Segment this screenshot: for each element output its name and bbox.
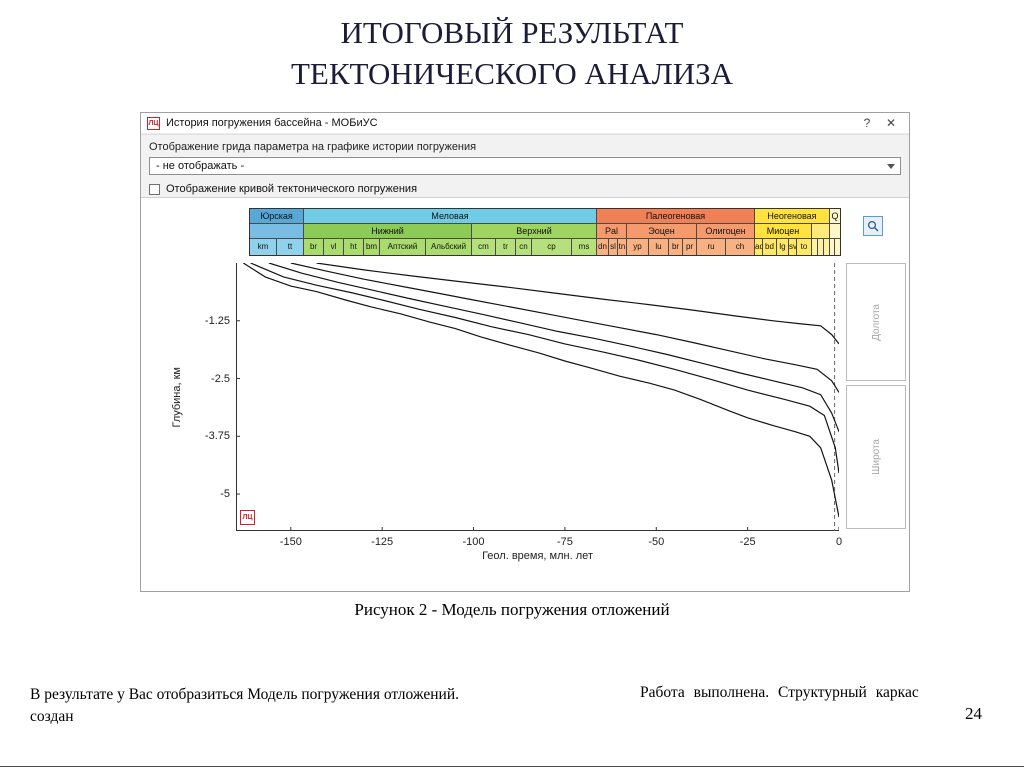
- strat-cell: Q: [830, 209, 840, 223]
- strat-cell: [824, 239, 830, 255]
- chart-region: Юрская Меловая Палеогеновая Неогеновая Q Нижн…: [141, 198, 909, 591]
- strat-cell: Эоцен: [627, 224, 697, 238]
- strat-cell: sl: [609, 239, 618, 255]
- zoom-button[interactable]: [863, 216, 883, 236]
- footer-left-line1: В результате у Вас отобразиться Модель п…: [30, 686, 459, 703]
- figure-caption: Рисунок 2 - Модель погружения отложений: [354, 600, 670, 619]
- strat-cell: ht: [344, 239, 364, 255]
- page-number: 24: [965, 704, 982, 723]
- burial-curves-svg: [236, 263, 839, 531]
- controls-panel: Отображение грида параметра на графике и…: [141, 134, 909, 198]
- footer-left-text: В результате у Вас отобразиться Модель п…: [30, 684, 615, 728]
- strat-cell: cn: [516, 239, 532, 255]
- strat-cell: lg: [777, 239, 789, 255]
- slide-title-line2: ТЕКТОНИЧЕСКОГО АНАЛИЗА: [290, 56, 734, 91]
- app-logo-icon: ЛЦ: [147, 116, 160, 130]
- x-tick-label: -100: [462, 536, 485, 548]
- plot-logo-icon: ЛЦ: [240, 510, 255, 525]
- strat-cell: cp: [532, 239, 572, 255]
- y-tick-label: -3.75: [204, 430, 230, 443]
- strat-cell: bm: [364, 239, 380, 255]
- strat-cell: [830, 239, 835, 255]
- strat-cell: [818, 239, 824, 255]
- x-tick-label: -50: [648, 536, 665, 548]
- window-title: История погружения бассейна - МОБиУС: [166, 117, 378, 129]
- dropdown-selected-value: - не отображать -: [156, 160, 245, 172]
- grid-display-dropdown[interactable]: - не отображать -: [149, 157, 901, 175]
- burial-curve: [242, 263, 839, 518]
- strat-cell: bd: [763, 239, 777, 255]
- strat-cell: [835, 239, 840, 255]
- latitude-box: Широта: [846, 385, 906, 529]
- strat-cell: yp: [627, 239, 649, 255]
- strat-cell: ms: [572, 239, 597, 255]
- strat-cell: Неогеновая: [755, 209, 830, 223]
- strat-cell: Миоцен: [755, 224, 812, 238]
- tectonic-curve-checkbox[interactable]: [149, 183, 160, 195]
- strat-cell: tr: [496, 239, 516, 255]
- strat-cell: br: [304, 239, 324, 255]
- longitude-label: Долгота: [870, 303, 882, 341]
- y-axis-title: Глубина, км: [171, 366, 183, 428]
- x-tick-label: -25: [739, 536, 756, 548]
- burial-curve: [268, 263, 839, 432]
- burial-curve: [250, 263, 839, 474]
- burial-curve: [316, 263, 839, 345]
- strat-cell: Юрская: [250, 209, 304, 223]
- strat-cell: Аптский: [380, 239, 426, 255]
- close-button[interactable]: ✕: [885, 116, 897, 130]
- strat-cell: Альбский: [426, 239, 472, 255]
- strat-cell: Нижний: [304, 224, 472, 238]
- coordinates-panel: Долгота Широта: [846, 263, 906, 531]
- strat-cell: ch: [726, 239, 755, 255]
- y-tick-label: -5: [220, 488, 230, 501]
- strat-cell: [812, 239, 818, 255]
- strat-cell: cm: [472, 239, 496, 255]
- plot-area: ЛЦ -1.25 -2.5 -3.75 -5 -150 -125 -100 -75 -50 -25…: [205, 263, 842, 548]
- strat-cell: Меловая: [304, 209, 597, 223]
- strat-cell: [830, 224, 840, 238]
- slide-title: ИТОГОВЫЙ РЕЗУЛЬТАТ ТЕКТОНИЧЕСКОГО АНАЛИЗ…: [0, 12, 1024, 94]
- grid-display-label: Отображение грида параметра на графике и…: [149, 141, 477, 153]
- strat-cell: [250, 224, 304, 238]
- strat-header: Юрская Меловая Палеогеновая Неогеновая Q Нижн…: [249, 208, 841, 256]
- strat-cell: pr: [683, 239, 697, 255]
- strat-cell: tt: [277, 239, 304, 255]
- x-tick-label: 0: [835, 536, 843, 548]
- chevron-down-icon: [887, 164, 895, 169]
- help-button[interactable]: ?: [863, 116, 871, 130]
- latitude-label: Широта: [870, 439, 882, 475]
- y-tick-label: -2.5: [211, 372, 230, 385]
- x-axis-title: Геол. время, млн. лет: [482, 550, 593, 562]
- slide-title-line1: ИТОГОВЫЙ РЕЗУЛЬТАТ: [340, 15, 684, 50]
- app-window: ЛЦ История погружения бассейна - МОБиУС …: [140, 112, 910, 592]
- strat-cell: aq: [755, 239, 763, 255]
- footer-right-text: Работа выполнена. Структурный каркас: [640, 684, 919, 701]
- strat-cell: km: [250, 239, 277, 255]
- strat-cell: Палеогеновая: [597, 209, 755, 223]
- longitude-box: Долгота: [846, 263, 906, 381]
- burial-curve: [290, 263, 839, 393]
- strat-cell: to: [797, 239, 812, 255]
- strat-cell: dn: [597, 239, 609, 255]
- tectonic-curve-checkbox-label: Отображение кривой тектонического погруж…: [166, 183, 418, 195]
- strat-cell: Pal: [597, 224, 627, 238]
- strat-cell: br: [669, 239, 683, 255]
- strat-cell: ru: [697, 239, 726, 255]
- footer-left-line2: создан: [30, 708, 74, 725]
- x-tick-label: -75: [556, 536, 573, 548]
- strat-cell: [812, 224, 830, 238]
- strat-cell: lu: [649, 239, 669, 255]
- window-titlebar: ЛЦ История погружения бассейна - МОБиУС …: [141, 113, 909, 134]
- magnifier-icon: [867, 220, 879, 232]
- y-tick-label: -1.25: [204, 314, 230, 327]
- strat-cell: Верхний: [472, 224, 597, 238]
- strat-cell: Олигоцен: [697, 224, 755, 238]
- x-tick-label: -150: [279, 536, 302, 548]
- strat-cell: vl: [324, 239, 344, 255]
- strat-cell: sv: [789, 239, 797, 255]
- x-tick-label: -125: [371, 536, 394, 548]
- strat-cell: tn: [618, 239, 627, 255]
